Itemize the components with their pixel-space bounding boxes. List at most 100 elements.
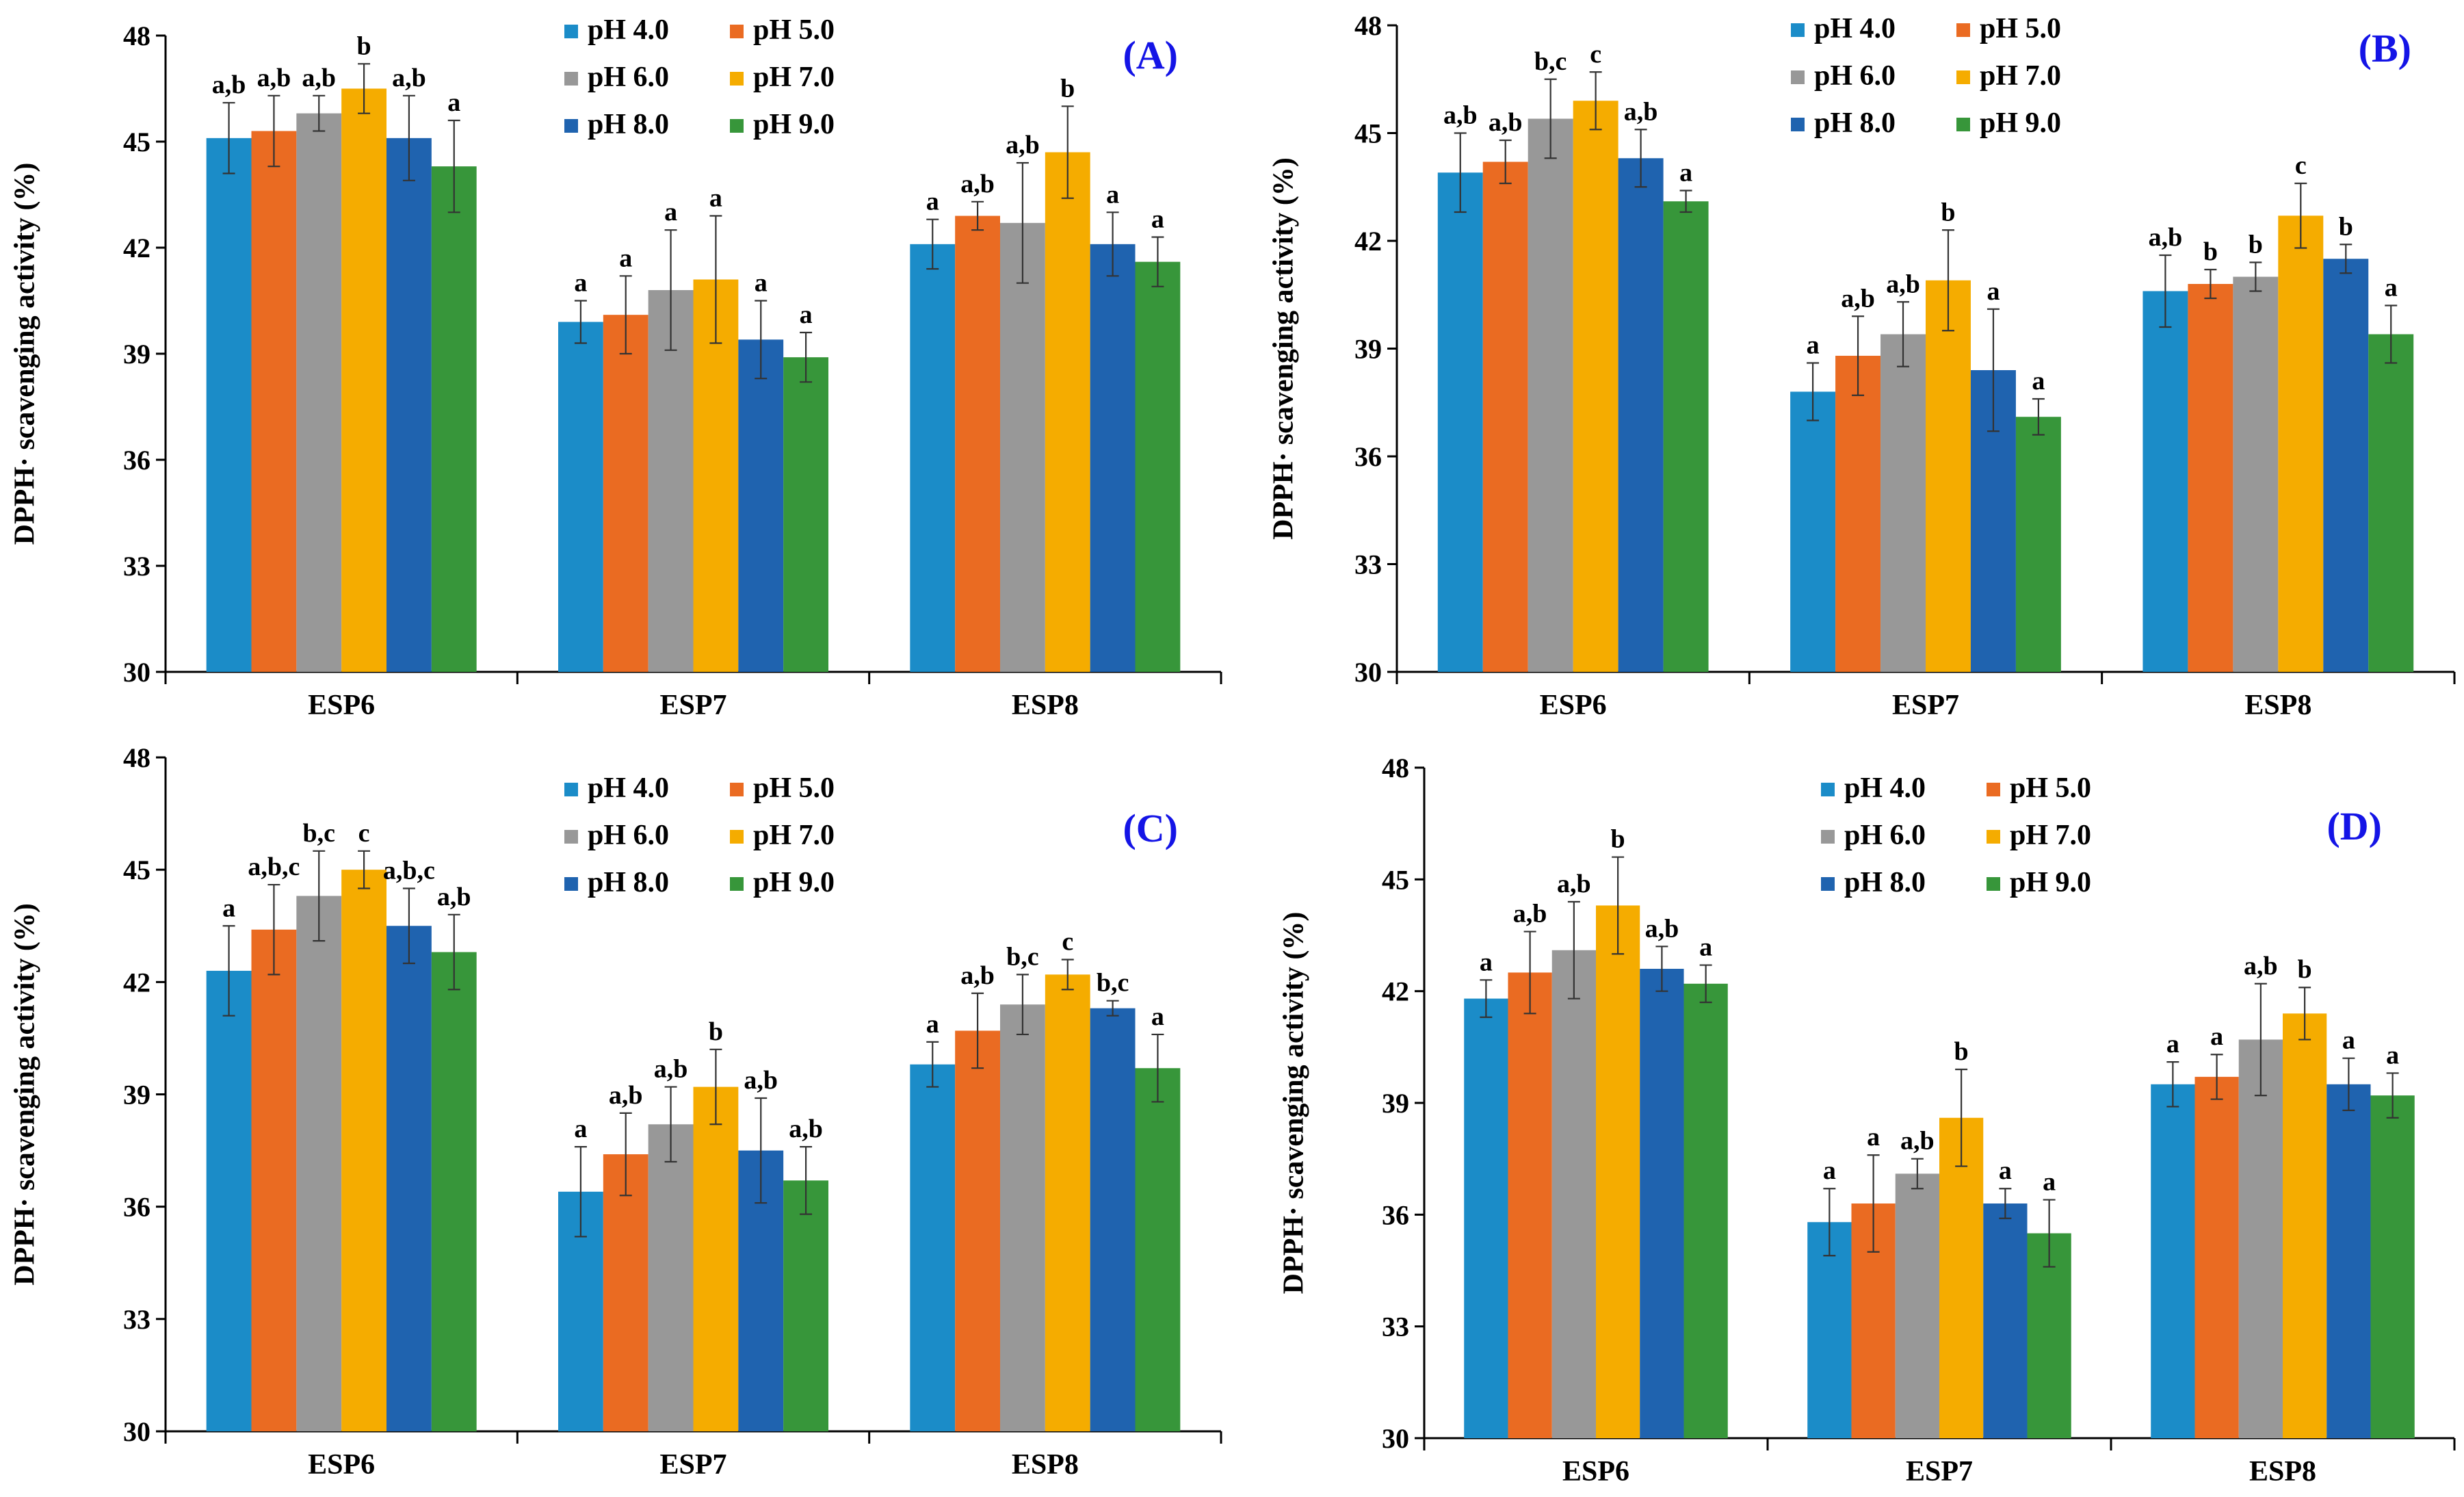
x-category-label: ESP7 (659, 690, 726, 721)
x-category-label: ESP8 (1012, 690, 1079, 721)
x-category-label: ESP8 (2244, 690, 2311, 721)
bar (2278, 216, 2324, 672)
significance-letter: a (574, 1115, 587, 1143)
legend-label: pH 7.0 (753, 820, 835, 851)
significance-letter: a,b (1624, 97, 1658, 126)
y-tick-label: 33 (123, 551, 150, 582)
bar (603, 315, 648, 673)
significance-letter: a (2210, 1022, 2223, 1051)
bar (206, 970, 252, 1431)
y-tick-label: 30 (123, 1416, 150, 1447)
significance-letter: a,b (1645, 914, 1679, 943)
bar (1835, 356, 1881, 672)
chart-panel-1: 30 33 36 39 42 45 48 ESP6 ESP7 ESP8 DPPH· scavengi… (10, 14, 1222, 721)
legend-label: pH 8.0 (588, 109, 669, 140)
significance-letter: b (1954, 1037, 1969, 1066)
bar (2327, 1084, 2371, 1438)
significance-letter: a,b (392, 64, 426, 92)
significance-letter: a,b (2149, 223, 2183, 252)
significance-letter: c (358, 819, 370, 848)
bar (1640, 969, 1684, 1438)
significance-letter: b,c (302, 819, 335, 848)
legend-swatch (564, 25, 578, 38)
significance-letter: a,b (960, 170, 995, 198)
legend-swatch (1987, 830, 2000, 844)
bar (603, 1154, 648, 1431)
legend-swatch (730, 72, 744, 86)
y-axis-title: DPPH· scavenging activity (%) (1279, 912, 1310, 1294)
y-tick-label: 48 (123, 742, 150, 773)
bar (1551, 950, 1596, 1438)
significance-letter: a,b (960, 961, 995, 990)
chart-panel-2: 30 33 36 39 42 45 48 ESP6 ESP7 ESP8 DPPH· scavengi… (1268, 10, 2456, 721)
x-category-label: ESP8 (2249, 1456, 2316, 1487)
legend-label: pH 6.0 (588, 62, 669, 93)
y-tick-label: 33 (123, 1304, 150, 1335)
bar (693, 279, 739, 672)
significance-letter: a,b (437, 883, 471, 911)
bar (1045, 974, 1090, 1431)
bar (1135, 1068, 1181, 1431)
bar (1926, 280, 1971, 672)
legend-label: pH 9.0 (753, 867, 835, 898)
bar (2368, 334, 2414, 672)
bar (2238, 1039, 2283, 1438)
y-tick-label: 30 (1354, 657, 1382, 688)
significance-letter: a,b (654, 1055, 688, 1084)
x-category-label: ESP6 (1562, 1456, 1629, 1487)
y-tick-label: 36 (1354, 441, 1382, 472)
x-category-label: ESP7 (1906, 1456, 1973, 1487)
significance-letter: a (619, 244, 632, 272)
y-tick-label: 36 (123, 445, 150, 476)
significance-letter: a,b (789, 1115, 823, 1143)
significance-letter: a,b (302, 64, 336, 92)
y-tick-label: 33 (1354, 549, 1382, 580)
legend-label: pH 8.0 (588, 867, 669, 898)
bar (296, 113, 342, 672)
x-category-label: ESP6 (1540, 690, 1607, 721)
significance-letter: a (447, 88, 460, 117)
legend-swatch (1791, 70, 1805, 84)
bar (999, 222, 1045, 672)
significance-letter: a (1151, 1002, 1164, 1031)
bar (2142, 291, 2188, 672)
bar (1573, 101, 1618, 672)
y-tick-label: 39 (1354, 334, 1382, 365)
bar (2283, 1013, 2327, 1438)
legend-swatch (1956, 70, 1970, 84)
significance-letter: a (2342, 1026, 2355, 1055)
bar (1596, 905, 1640, 1438)
significance-letter: b (709, 1017, 723, 1046)
significance-letter: b,c (1006, 942, 1039, 971)
bar (1880, 334, 1926, 672)
legend-label: pH 5.0 (1980, 13, 2061, 44)
bar (206, 138, 252, 673)
bar (648, 1124, 694, 1431)
significance-letter: a (1807, 331, 1820, 360)
significance-letter: c (2295, 151, 2307, 180)
bar (1663, 201, 1709, 672)
significance-letter: b (2249, 231, 2263, 259)
significance-letter: b,c (1534, 47, 1567, 76)
significance-letter: a (1151, 205, 1164, 234)
bar (251, 131, 297, 672)
significance-letter: a,b (1841, 284, 1875, 313)
significance-letter: a (222, 894, 235, 922)
bar (738, 339, 784, 672)
significance-letter: a,b (1006, 131, 1040, 159)
significance-letter: a (1106, 180, 1119, 209)
significance-letter: a (755, 269, 768, 298)
bar (955, 216, 1000, 672)
y-tick-label: 48 (123, 21, 150, 51)
legend-label: pH 8.0 (1814, 107, 1896, 139)
significance-letter: a,b,c (383, 857, 435, 885)
legend-swatch (730, 877, 744, 891)
legend-swatch (1821, 877, 1835, 891)
significance-letter: a (709, 184, 722, 213)
bar (386, 926, 432, 1431)
y-tick-label: 36 (1382, 1199, 1409, 1230)
bar (1045, 152, 1090, 672)
significance-letter: c (1062, 928, 1073, 956)
bar (2188, 284, 2233, 672)
